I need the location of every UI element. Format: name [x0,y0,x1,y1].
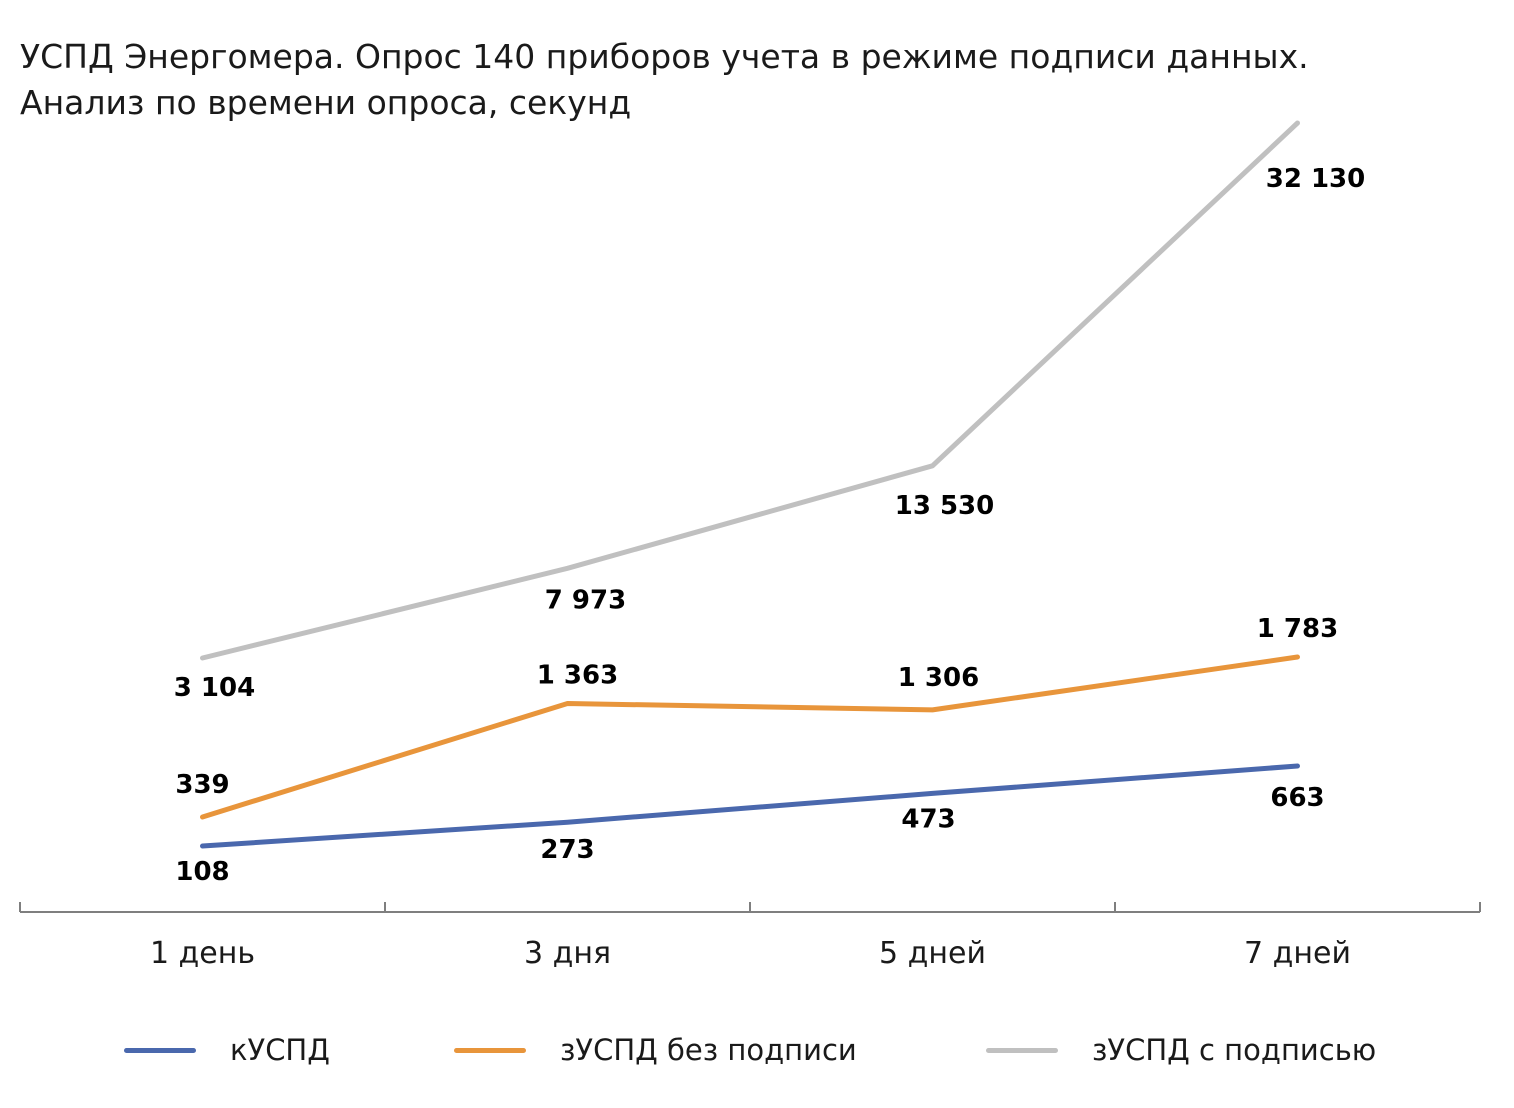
x-tick-label: 3 дня [524,936,611,971]
data-label: 32 130 [1266,164,1366,194]
x-tick-label: 7 дней [1244,936,1351,971]
x-tick-label: 1 день [150,936,255,971]
data-label: 7 973 [545,585,626,615]
data-label: 1 306 [898,663,979,693]
chart-title: УСПД Энергомера. Опрос 140 приборов учет… [20,34,1500,126]
legend-swatch-zuspd-no-sign [454,1047,526,1053]
data-label: 1 363 [537,661,618,691]
data-label: 13 530 [895,491,995,521]
legend-item-zuspd-sign: зУСПД с подписью [986,1026,1376,1074]
legend-label-zuspd-sign: зУСПД с подписью [1092,1033,1377,1067]
chart-title-line-1: УСПД Энергомера. Опрос 140 приборов учет… [20,37,1309,76]
x-tick-label: 5 дней [879,936,986,971]
legend-label-kuspd: кУСПД [230,1033,330,1067]
legend-label-zuspd-no-sign: зУСПД без подписи [560,1033,857,1067]
chart-legend: кУСПД зУСПД без подписи зУСПД с подписью [0,1026,1514,1074]
line-chart: 1 день 3 дня 5 дней 7 дней 108 273 473 663 339 1 … [19,120,1481,971]
data-label: 108 [175,857,229,887]
legend-item-kuspd: кУСПД [124,1026,330,1074]
data-label: 3 104 [174,673,255,703]
data-label: 1 783 [1257,614,1338,644]
series-line [200,763,1300,849]
series-line [200,654,1300,820]
data-label: 339 [175,770,229,800]
data-label: 273 [540,835,594,865]
chart-title-line-2: Анализ по времени опроса, секунд [20,83,632,122]
data-label: 473 [901,804,955,834]
series-line [200,120,1300,661]
legend-swatch-zuspd-sign [986,1047,1058,1053]
legend-item-zuspd-no-sign: зУСПД без подписи [454,1026,857,1074]
legend-swatch-kuspd [124,1047,196,1053]
data-label: 663 [1270,783,1324,813]
